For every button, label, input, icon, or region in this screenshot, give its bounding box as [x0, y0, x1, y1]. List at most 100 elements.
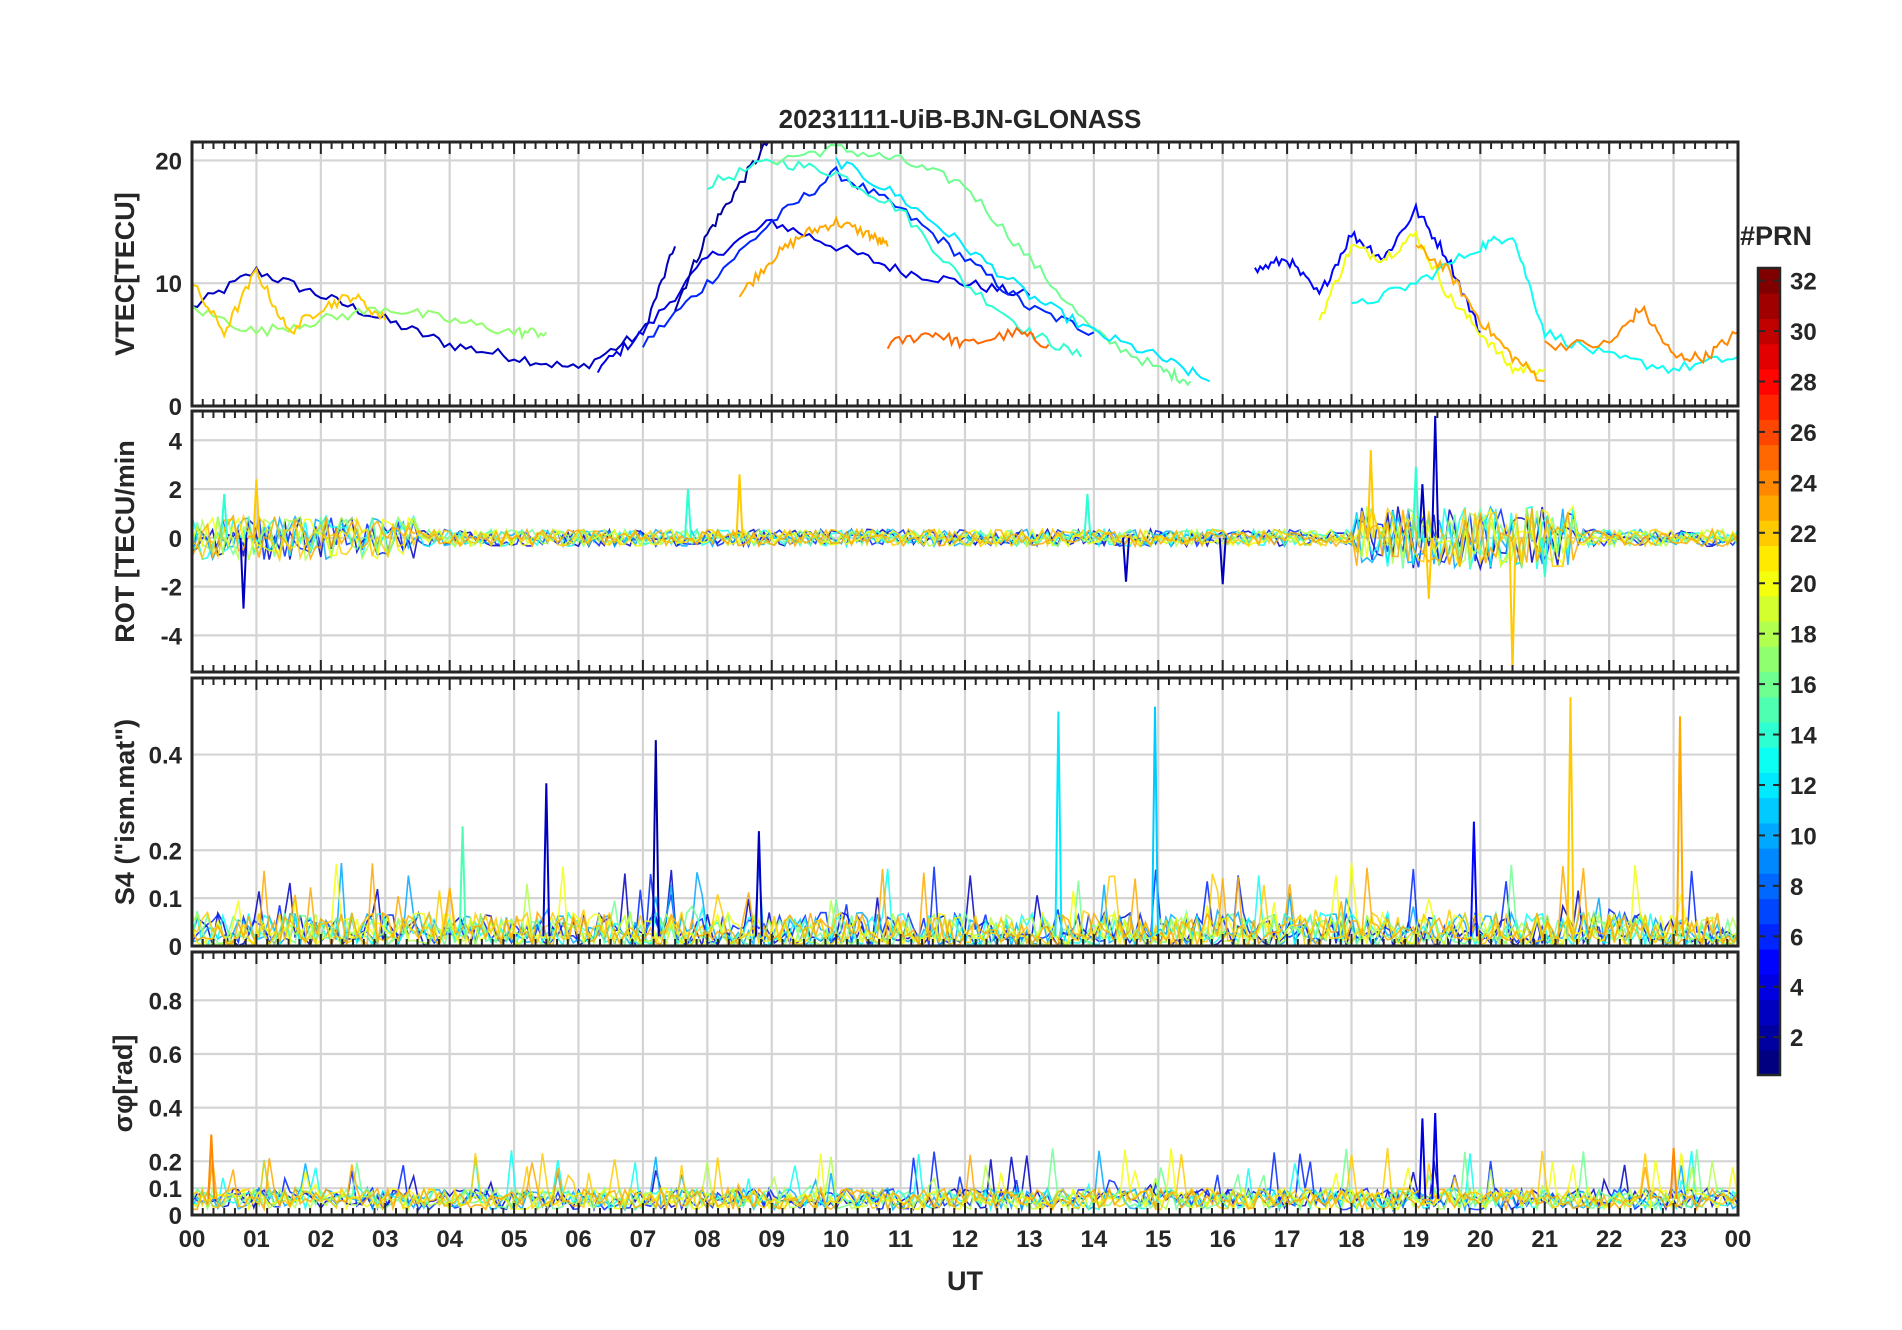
- series-noise-prn-23: [192, 507, 1738, 567]
- y-tick-label: 0.4: [149, 1096, 183, 1123]
- series-prn-22-spike: [252, 479, 261, 538]
- colorbar-band: [1758, 318, 1780, 345]
- series-prn-4-spike: [1418, 1118, 1427, 1199]
- x-tick-label: 07: [630, 1226, 657, 1253]
- colorbar-band: [1758, 494, 1780, 521]
- x-tick-label: 11: [888, 1226, 913, 1253]
- colorbar-band: [1758, 948, 1780, 975]
- colorbar-band: [1758, 368, 1780, 395]
- series-prn-14-spike: [1083, 493, 1092, 538]
- series-prn-24-spike: [1669, 1147, 1678, 1199]
- y-tick-label: 0.1: [149, 1176, 182, 1203]
- series-prn-22-spike: [1366, 449, 1375, 538]
- colorbar-band: [1758, 747, 1780, 773]
- colorbar-band: [1758, 595, 1780, 622]
- series-prn-3-spike: [1122, 537, 1130, 582]
- colorbar-band: [1758, 419, 1780, 446]
- x-tick-label: 10: [823, 1226, 850, 1253]
- ticks-s4: [191, 678, 1739, 946]
- y-tick-label: 20: [155, 148, 182, 175]
- series-prn-16: [771, 143, 1192, 387]
- series-group-rot: [192, 415, 1738, 672]
- colorbar-tick-label: 24: [1790, 470, 1817, 497]
- x-tick-label: 19: [1403, 1226, 1430, 1253]
- colorbar-band: [1758, 898, 1780, 925]
- colorbar-tick-label: 14: [1790, 723, 1817, 750]
- series-prn-20: [1318, 229, 1546, 376]
- series-prn-11-spike: [1151, 706, 1159, 937]
- series-prn-22-spike: [735, 474, 744, 538]
- colorbar-band: [1758, 343, 1780, 370]
- series-noise-prn-18: [192, 883, 1738, 946]
- series-prn-24-spike: [207, 1134, 216, 1199]
- series-prn-23-spike: [1676, 716, 1684, 937]
- series-prn-5: [1254, 201, 1481, 334]
- series-prn-25: [886, 326, 1050, 350]
- colorbar-band: [1758, 974, 1780, 1000]
- colorbar-title: #PRN: [1740, 221, 1812, 251]
- y-tick-label: 0.6: [149, 1042, 182, 1069]
- colorbar-tick-label: 12: [1790, 773, 1817, 800]
- series-prn-14-spike: [1540, 537, 1549, 577]
- colorbar-band: [1758, 999, 1780, 1026]
- y-axis-label-vtec: VTEC[TECU]: [110, 192, 140, 356]
- colorbar-band: [1758, 570, 1780, 597]
- colorbar-tick-label: 26: [1790, 420, 1817, 447]
- colorbar-band: [1758, 923, 1780, 950]
- colorbar-band: [1758, 545, 1780, 572]
- series-prn-2-spike: [651, 740, 660, 937]
- colorbar-band: [1758, 621, 1780, 647]
- x-tick-label: 00: [1725, 1226, 1752, 1253]
- x-tick-label: 03: [372, 1226, 399, 1253]
- y-tick-label: 0.2: [149, 838, 182, 865]
- colorbar-band: [1758, 696, 1780, 723]
- panel-sigma_phi: 00.10.2 0.4 0.6 0.8 σφ[rad] 00 01 02 03 04 05 06 07 0…: [108, 950, 1752, 1296]
- x-tick-label: 17: [1274, 1226, 1301, 1253]
- x-tick-label: 20: [1467, 1226, 1494, 1253]
- series-prn-23: [1415, 243, 1546, 383]
- x-tick-label: 13: [1016, 1226, 1043, 1253]
- series-prn-14: [706, 158, 1082, 358]
- colorbar-tick-label: 32: [1790, 269, 1817, 296]
- series-prn-12: [835, 157, 1211, 383]
- x-tick-label: 12: [952, 1226, 979, 1253]
- series-prn-6: [642, 165, 1095, 348]
- ticks-rot: [191, 411, 1739, 672]
- y-axis-label-sigma_phi: σφ[rad]: [108, 1035, 138, 1133]
- y-tick-label: -2: [161, 575, 182, 602]
- y-tick-label: 0: [169, 1203, 182, 1230]
- x-tick-label: 06: [565, 1226, 592, 1253]
- figure-title: 20231111-UiB-BJN-GLONASS: [779, 104, 1142, 134]
- series-prn-17: [192, 304, 548, 341]
- series-group-vtec: [192, 142, 1738, 387]
- x-tick-label: 16: [1209, 1226, 1236, 1253]
- series-prn-2: [674, 142, 864, 311]
- y-tick-label: 0: [169, 934, 182, 961]
- series-prn-15-spike: [458, 826, 467, 937]
- series-prn-23: [738, 215, 889, 298]
- colorbar-band: [1758, 646, 1780, 673]
- colorbar-band: [1758, 293, 1780, 320]
- colorbar-band: [1758, 444, 1780, 471]
- x-tick-label: 22: [1596, 1226, 1623, 1253]
- colorbar-band: [1758, 520, 1780, 547]
- colorbar-tick-label: 16: [1790, 672, 1817, 699]
- series-prn-3-spike: [542, 783, 551, 937]
- y-tick-label: -4: [161, 623, 183, 650]
- colorbar-band: [1758, 721, 1780, 748]
- colorbar-tick-label: 10: [1790, 823, 1817, 850]
- x-tick-label: 18: [1338, 1226, 1365, 1253]
- colorbar-tick-label: 2: [1790, 1025, 1803, 1052]
- colorbar-band: [1758, 848, 1780, 874]
- x-tick-label: 14: [1080, 1226, 1107, 1253]
- series-prn-22-spike: [1566, 697, 1575, 937]
- panel-rot: -4 -2 0 2 4 ROT [TECU/min: [110, 409, 1740, 674]
- colorbar-band: [1758, 873, 1780, 900]
- series-prn-24: [1544, 304, 1738, 365]
- y-tick-label: 0.2: [149, 1149, 182, 1176]
- colorbar-tick-label: 6: [1790, 924, 1803, 951]
